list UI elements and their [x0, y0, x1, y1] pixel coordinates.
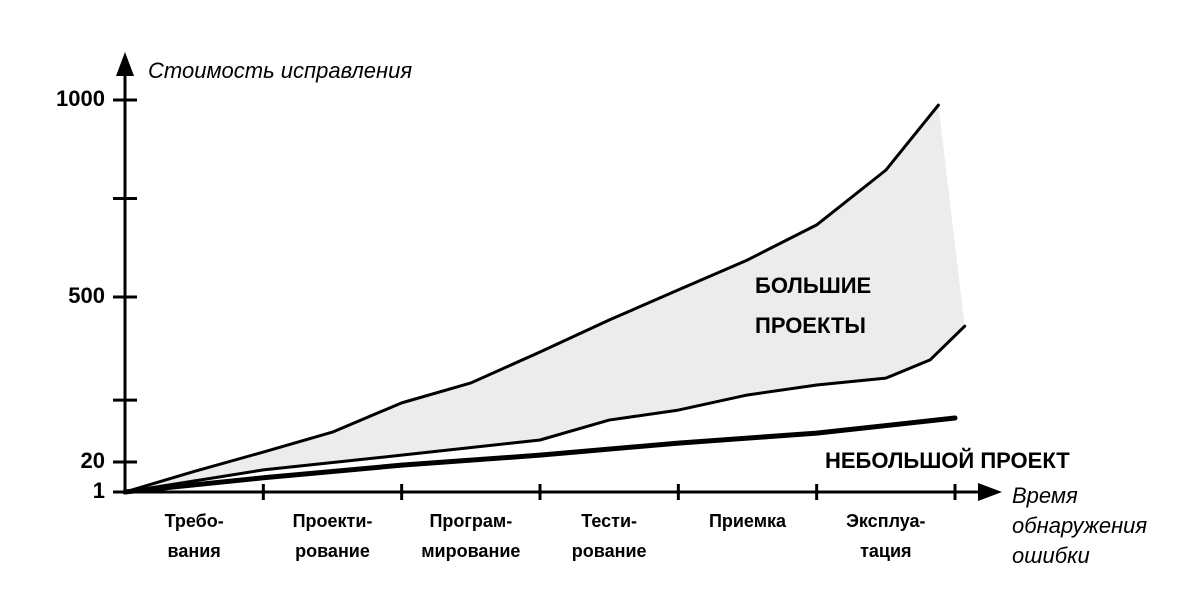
x-tick-label: Тести-	[581, 511, 637, 531]
x-axis-label: обнаружения	[1012, 513, 1147, 538]
y-tick-label: 1	[93, 478, 105, 503]
x-axis-label: ошибки	[1012, 543, 1090, 568]
annotation: НЕБОЛЬШОЙ ПРОЕКТ	[825, 448, 1070, 473]
annotation: ПРОЕКТЫ	[755, 313, 866, 338]
y-tick-label: 1000	[56, 86, 105, 111]
line	[123, 324, 967, 494]
x-tick-label: мирование	[421, 541, 520, 561]
x-tick-label: Требо-	[165, 511, 224, 531]
y-tick-label: 20	[81, 448, 105, 473]
area	[125, 105, 965, 492]
x-tick-label: рование	[295, 541, 370, 561]
annotation: БОЛЬШИЕ	[755, 273, 871, 298]
y-axis-arrow	[116, 52, 134, 76]
x-tick-label: Приемка	[709, 511, 787, 531]
x-tick-label: Програм-	[429, 511, 512, 531]
y-axis-label: Стоимость исправления	[148, 58, 412, 83]
y-tick-label: 500	[68, 283, 105, 308]
x-tick-label: рование	[572, 541, 647, 561]
x-axis-label: Время	[1012, 483, 1078, 508]
line	[122, 415, 958, 495]
line	[123, 103, 940, 494]
x-axis-arrow	[978, 483, 1002, 501]
x-tick-label: тация	[860, 541, 911, 561]
x-tick-label: Проекти-	[293, 511, 373, 531]
x-tick-label: вания	[168, 541, 221, 561]
x-tick-label: Эксплуа-	[846, 511, 925, 531]
